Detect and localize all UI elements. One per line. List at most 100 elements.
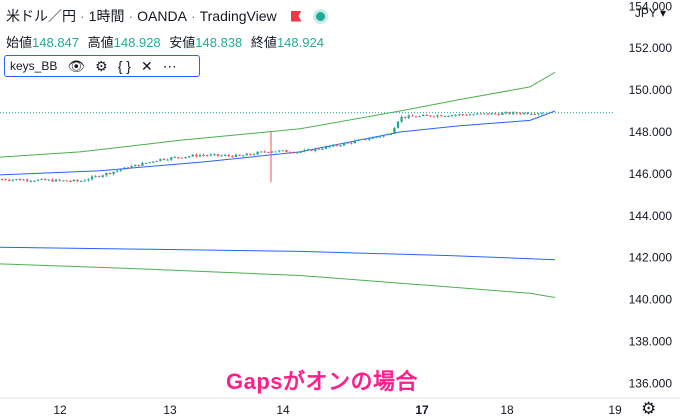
candle-body [90,176,94,180]
candle-body [537,113,540,115]
candle-body [324,146,328,149]
candle-body [0,179,4,181]
symbol-name[interactable]: 米ドル／円 [6,8,76,24]
flag-icon[interactable] [290,10,302,22]
candle-body [526,112,529,114]
middle-band-line [0,110,556,176]
high-value: 148.928 [113,35,161,50]
candle-body [72,179,76,182]
separator: · [128,8,134,24]
candle-body [357,139,360,141]
open-label: 始値 [6,35,33,50]
candle-body [486,113,490,115]
candle-body [26,179,29,181]
candle-body [177,157,180,159]
candle-body [447,115,450,117]
candle-body [461,114,464,116]
candle-body [40,178,43,180]
candle-body [296,152,299,154]
candle-body [141,162,144,166]
candle-body [360,138,364,140]
candle-body [98,176,101,178]
candle-body [209,154,212,156]
candle-body [519,113,522,115]
candle-body [407,115,410,118]
candles [0,110,544,183]
candle-body [170,157,173,160]
candle-body [69,180,72,182]
eye-icon[interactable]: 👁 [67,58,86,74]
candle-body [29,180,32,182]
code-icon[interactable]: { } [117,58,131,74]
candle-body [400,116,403,122]
candle-body [155,160,158,162]
candle-body [76,179,79,182]
chart-settings-icon[interactable]: ⚙ [641,399,657,418]
y-tick-label: 138.000 [629,334,673,348]
candle-body [220,155,223,157]
close-icon[interactable]: ✕ [140,58,153,74]
candle-body [540,113,544,115]
lower-band-upper-line [0,246,556,261]
candle-body [533,113,536,115]
candle-body [249,153,252,155]
candle-body [328,146,331,148]
more-icon[interactable]: ⋯ [162,58,177,74]
candle-body [134,164,137,167]
candle-body [422,114,425,116]
candle-body [332,144,335,147]
candle-body [123,167,126,170]
candle-body [148,161,151,163]
candle-body [242,155,245,157]
candle-body [483,113,486,115]
x-tick-label: 17 [415,403,429,417]
indicator-name[interactable]: keys_BB [10,59,58,73]
x-tick-label: 14 [276,403,290,417]
candle-body [393,127,396,134]
candle-body [368,138,371,140]
price-axis[interactable]: 154.000 152.000 150.000 148.000 146.000 144.0… [615,0,680,420]
candle-body [126,167,130,169]
interval-label[interactable]: 1時間 [88,8,125,24]
indicator-legend[interactable]: keys_BB 👁 ⚙ { } ✕ ⋯ [4,55,200,77]
x-tick-label: 19 [608,403,622,417]
y-tick-label: 142.000 [629,251,673,265]
candle-body [497,113,500,115]
candle-body [18,179,22,181]
candle-body [130,166,133,169]
candle-body [504,112,508,114]
candle-body [144,162,148,164]
candle-body [292,152,295,154]
candle-body [472,114,475,116]
candle-body [335,144,338,146]
candle-body [490,113,493,115]
candle-body [191,154,194,157]
candle-body [202,155,205,157]
candle-body [350,142,353,144]
candle-body [198,155,202,157]
candle-body [479,113,482,115]
exchange-label: OANDA [137,8,187,24]
chart-header: 米ドル／円 · 1時間 · OANDA · TradingView [6,6,325,26]
market-status-icon[interactable] [315,11,325,21]
candle-body [278,150,281,152]
gear-icon[interactable]: ⚙ [95,58,108,74]
low-label: 安値 [169,35,196,50]
candle-body [4,179,7,181]
y-tick-label: 146.000 [629,167,673,181]
time-axis[interactable]: 12 13 14 17 18 19 [0,397,680,420]
candle-body [530,113,533,115]
candle-body [173,157,176,159]
candle-body [238,154,241,156]
candle-body [83,180,86,182]
price-axis-bg [615,0,680,420]
candle-body [166,159,169,161]
candle-body [274,151,277,153]
currency-selector[interactable]: JPY ▾ [634,6,666,20]
candle-body [206,155,209,157]
candle-body [512,112,515,115]
separator: · [80,8,85,24]
candle-body [216,154,220,156]
candle-body [260,151,263,153]
